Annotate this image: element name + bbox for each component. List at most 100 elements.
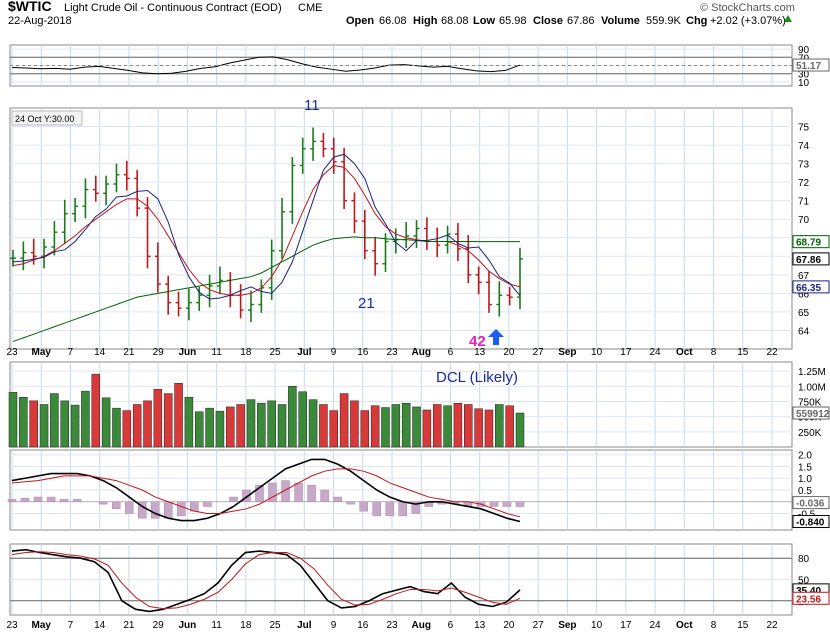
- last-value-box-macd-hist: [792, 496, 830, 510]
- instrument-name: Light Crude Oil - Continuous Contract (E…: [64, 2, 282, 14]
- y-tick-rsi: 10: [798, 78, 810, 89]
- volume-bar: [174, 383, 183, 448]
- volume-bar: [432, 404, 442, 448]
- chart-header: $WTIC Light Crude Oil - Continuous Contr…: [8, 0, 795, 27]
- macd-histogram-bar: [398, 501, 408, 517]
- macd-histogram-bar: [333, 496, 342, 503]
- y-tick-volume: 1.25M: [798, 367, 826, 378]
- x-tick-label: Jul: [297, 620, 312, 631]
- x-tick-label: 10: [591, 620, 603, 631]
- y-tick-price: 74: [798, 141, 810, 152]
- last-value-volume: 559912: [796, 409, 830, 420]
- volume-bar: [339, 393, 349, 448]
- x-tick-label: 23: [6, 347, 18, 358]
- price-ma-line-navy: [12, 153, 521, 300]
- low-label: Low: [473, 15, 495, 27]
- date-label: 22-Aug-2018: [8, 15, 72, 27]
- volume-bar: [81, 390, 90, 448]
- x-tick-label: 20: [503, 620, 515, 631]
- macd-histogram-bar: [46, 496, 56, 503]
- volume-bar: [298, 391, 307, 448]
- y-tick-price: 66: [798, 289, 810, 300]
- x-tick-label: Oct: [676, 347, 693, 358]
- crosshair-readout: 24 Oct Y:30.00: [15, 114, 74, 124]
- volume-bar: [422, 409, 432, 448]
- x-tick-label: 22: [766, 620, 778, 631]
- y-tick-macd: 2.0: [798, 451, 812, 462]
- macd-histogram-bar: [20, 497, 30, 503]
- chg-label: Chg: [686, 15, 707, 27]
- x-tick-label: 15: [737, 620, 749, 631]
- rsi-line: [11, 56, 521, 75]
- dcl-up-arrow-icon: [488, 329, 504, 345]
- volume-bar: [132, 404, 142, 448]
- x-tick-label: 20: [503, 347, 515, 358]
- macd-histogram-bar: [255, 485, 264, 503]
- volume-bar: [112, 407, 121, 448]
- x-tick-label: 7: [68, 347, 74, 358]
- volume-bar: [453, 403, 463, 448]
- dcl-label: DCL (Likely): [436, 369, 518, 386]
- last-value-macd-hist: -0.036: [796, 499, 825, 510]
- macd-histogram-bar: [242, 489, 251, 503]
- y-tick-volume: 750K: [798, 397, 822, 408]
- volume-bar: [184, 396, 194, 448]
- x-tick-label: 9: [331, 347, 337, 358]
- x-tick-label: 15: [737, 347, 749, 358]
- macd-signal-line: [11, 468, 521, 518]
- x-tick-label: 11: [211, 620, 222, 631]
- macd-histogram-bar: [164, 501, 173, 519]
- volume-bar: [443, 405, 452, 448]
- volume-bar: [515, 412, 525, 448]
- x-tick-label: Jul: [297, 347, 312, 358]
- x-tick-label: 21: [123, 347, 135, 358]
- y-tick-price: 65: [798, 308, 810, 319]
- volume-bar: [226, 406, 235, 448]
- macd-histogram-bar: [307, 485, 316, 503]
- x-tick-label: 18: [240, 620, 252, 631]
- volume-bar: [91, 373, 101, 448]
- stochastic-panel: [10, 548, 792, 613]
- x-tick-label: 14: [94, 620, 106, 631]
- last-value-box-stochastic-d: [792, 591, 830, 605]
- macd-histogram-bar: [268, 482, 277, 503]
- y-tick-price: 75: [798, 123, 810, 134]
- last-value-stochastic-d: 23.56: [796, 594, 821, 605]
- last-value-price-close: 67.86: [796, 255, 821, 266]
- volume-panel: [8, 373, 525, 448]
- last-value-rsi: 51.17: [796, 61, 821, 72]
- y-tick-price: 64: [798, 326, 810, 337]
- macd-histogram-bar: [515, 501, 525, 507]
- x-tick-label: 13: [474, 620, 486, 631]
- last-value-box-price-close: [792, 252, 830, 266]
- volume-bar: [308, 399, 318, 448]
- x-tick-label: 16: [357, 620, 369, 631]
- last-value-box-price-ma-long: [792, 235, 830, 249]
- volume-bar: [288, 386, 297, 448]
- volume-bar: [205, 407, 214, 448]
- x-tick-label: 9: [331, 620, 337, 631]
- x-tick-label: 27: [533, 620, 545, 631]
- volume-bar: [19, 396, 28, 448]
- volume-bar: [484, 409, 494, 448]
- volume-bar: [246, 399, 256, 448]
- macd-panel: [7, 458, 792, 523]
- volume-bar: [101, 397, 111, 448]
- x-tick-label: 11: [211, 347, 222, 358]
- y-tick-stochastic: 80: [798, 554, 810, 565]
- volume-bar: [370, 405, 380, 448]
- stochastic-d-line: [11, 551, 521, 610]
- y-tick-price: 71: [798, 197, 810, 208]
- volume-bar: [412, 406, 421, 448]
- x-tick-label: 8: [711, 620, 717, 631]
- close-label: Close: [533, 15, 563, 27]
- x-tick-label: 13: [474, 347, 486, 358]
- volume-bar: [194, 411, 204, 448]
- volume-bar: [143, 400, 152, 448]
- high-value: 68.08: [441, 15, 469, 27]
- volume-bar: [153, 389, 163, 448]
- grid-layer: [9, 44, 793, 616]
- macd-histogram-bar: [281, 480, 290, 503]
- open-value: 66.08: [379, 15, 407, 27]
- macd-histogram-bar: [346, 501, 355, 505]
